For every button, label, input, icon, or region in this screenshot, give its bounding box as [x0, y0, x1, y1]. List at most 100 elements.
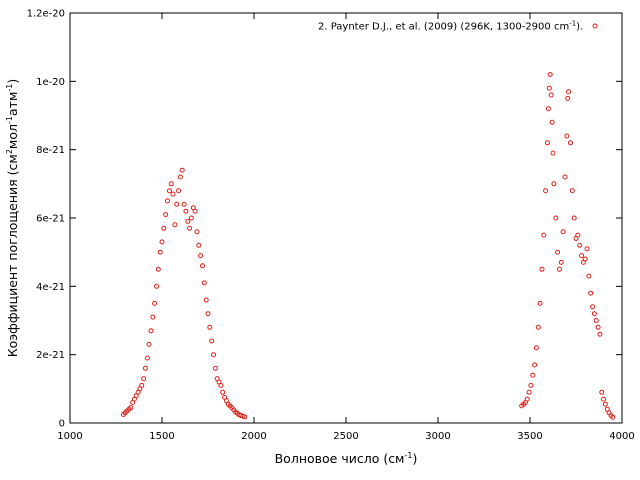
data-point — [571, 215, 577, 221]
data-point — [218, 382, 224, 388]
x-tick-label: 3000 — [425, 431, 450, 442]
data-point — [203, 297, 209, 303]
data-point — [152, 300, 158, 306]
data-point — [192, 208, 198, 214]
y-axis-label: Коэффициент поглощения (см2мол-1атм-1) — [5, 79, 20, 358]
data-point — [545, 106, 551, 112]
data-point — [558, 259, 564, 265]
y-tick-label: 2e-21 — [36, 350, 65, 361]
x-tick-label: 2000 — [241, 431, 266, 442]
data-point — [201, 280, 207, 286]
data-point — [205, 311, 211, 317]
data-point — [551, 181, 557, 187]
plot-border — [69, 12, 623, 424]
plot-area — [69, 12, 623, 424]
legend-marker — [592, 23, 598, 29]
data-point — [165, 198, 170, 204]
data-point — [550, 150, 556, 156]
data-point — [144, 355, 150, 361]
data-point — [555, 249, 561, 255]
x-tick-label: 3500 — [517, 431, 542, 442]
data-point — [176, 188, 182, 194]
x-tick-label: 1000 — [57, 431, 82, 442]
data-point — [547, 72, 553, 77]
data-point — [170, 191, 176, 197]
data-point — [242, 414, 248, 420]
data-point — [161, 225, 167, 231]
x-tick-label: 4000 — [609, 431, 634, 442]
data-point — [537, 300, 543, 306]
data-point — [154, 283, 159, 289]
legend-label: 2. Paynter D.J., et al. (2009) (296K, 13… — [318, 20, 583, 33]
data-point — [141, 376, 147, 382]
legend: 2. Paynter D.J., et al. (2009) (296K, 13… — [318, 20, 598, 33]
data-point — [211, 352, 216, 358]
data-point — [198, 253, 204, 259]
data-point — [194, 229, 200, 235]
data-point — [530, 372, 536, 378]
data-point — [188, 215, 194, 221]
data-point — [553, 215, 559, 221]
data-point — [564, 133, 570, 139]
data-point — [528, 382, 534, 388]
data-point — [586, 273, 592, 279]
data-point — [590, 304, 596, 310]
data-point — [168, 181, 174, 187]
data-point — [556, 266, 562, 272]
data-point — [560, 229, 566, 235]
y-tick-label: 0 — [59, 419, 65, 430]
data-point — [200, 263, 205, 269]
data-point — [545, 140, 550, 146]
data-point — [569, 188, 575, 194]
data-point — [146, 341, 152, 347]
data-point — [595, 324, 601, 330]
data-point — [187, 225, 193, 231]
data-point — [174, 201, 180, 207]
y-tick-label: 8e-21 — [36, 145, 65, 156]
data-point — [565, 95, 571, 101]
data-point — [566, 89, 572, 95]
y-axis-ticks: 0 2e-21 4e-21 6e-21 8e-21 1e-20 1.2e-20 — [27, 9, 622, 430]
y-tick-label: 6e-21 — [36, 214, 65, 225]
data-point — [139, 382, 145, 388]
data-point — [212, 365, 218, 371]
x-tick-label: 1500 — [149, 431, 174, 442]
data-point — [183, 208, 189, 214]
data-point — [159, 239, 165, 245]
x-axis-label: Волновое число (см-1) — [275, 451, 418, 466]
data-point — [602, 401, 608, 407]
data-point — [172, 222, 178, 228]
data-point — [128, 405, 134, 411]
data-point — [541, 232, 547, 238]
data-point — [166, 188, 172, 194]
x-axis-ticks: 1000 1500 2000 2500 3000 3500 4000 — [57, 13, 635, 442]
data-point — [524, 396, 530, 402]
data-point — [575, 232, 581, 238]
data-point — [185, 218, 191, 224]
data-point — [568, 140, 573, 146]
data-point — [163, 212, 169, 218]
data-point — [577, 242, 583, 248]
data-point — [543, 188, 549, 194]
data-point — [535, 324, 541, 330]
data-point — [148, 328, 154, 334]
y-tick-label: 1e-20 — [36, 77, 65, 88]
data-point — [610, 414, 616, 420]
data-point — [157, 249, 163, 255]
data-point — [155, 266, 161, 272]
data-point — [533, 345, 539, 351]
data-point — [584, 246, 590, 252]
data-point — [546, 85, 552, 91]
data-point — [179, 167, 185, 173]
data-point — [207, 324, 213, 330]
data-point — [548, 92, 554, 98]
data-point — [599, 389, 605, 395]
data-point — [597, 331, 603, 337]
x-tick-label: 2500 — [333, 431, 358, 442]
data-point — [526, 389, 532, 395]
data-points — [120, 72, 616, 420]
data-point — [209, 338, 215, 344]
data-point — [588, 290, 594, 296]
data-point — [220, 389, 226, 395]
